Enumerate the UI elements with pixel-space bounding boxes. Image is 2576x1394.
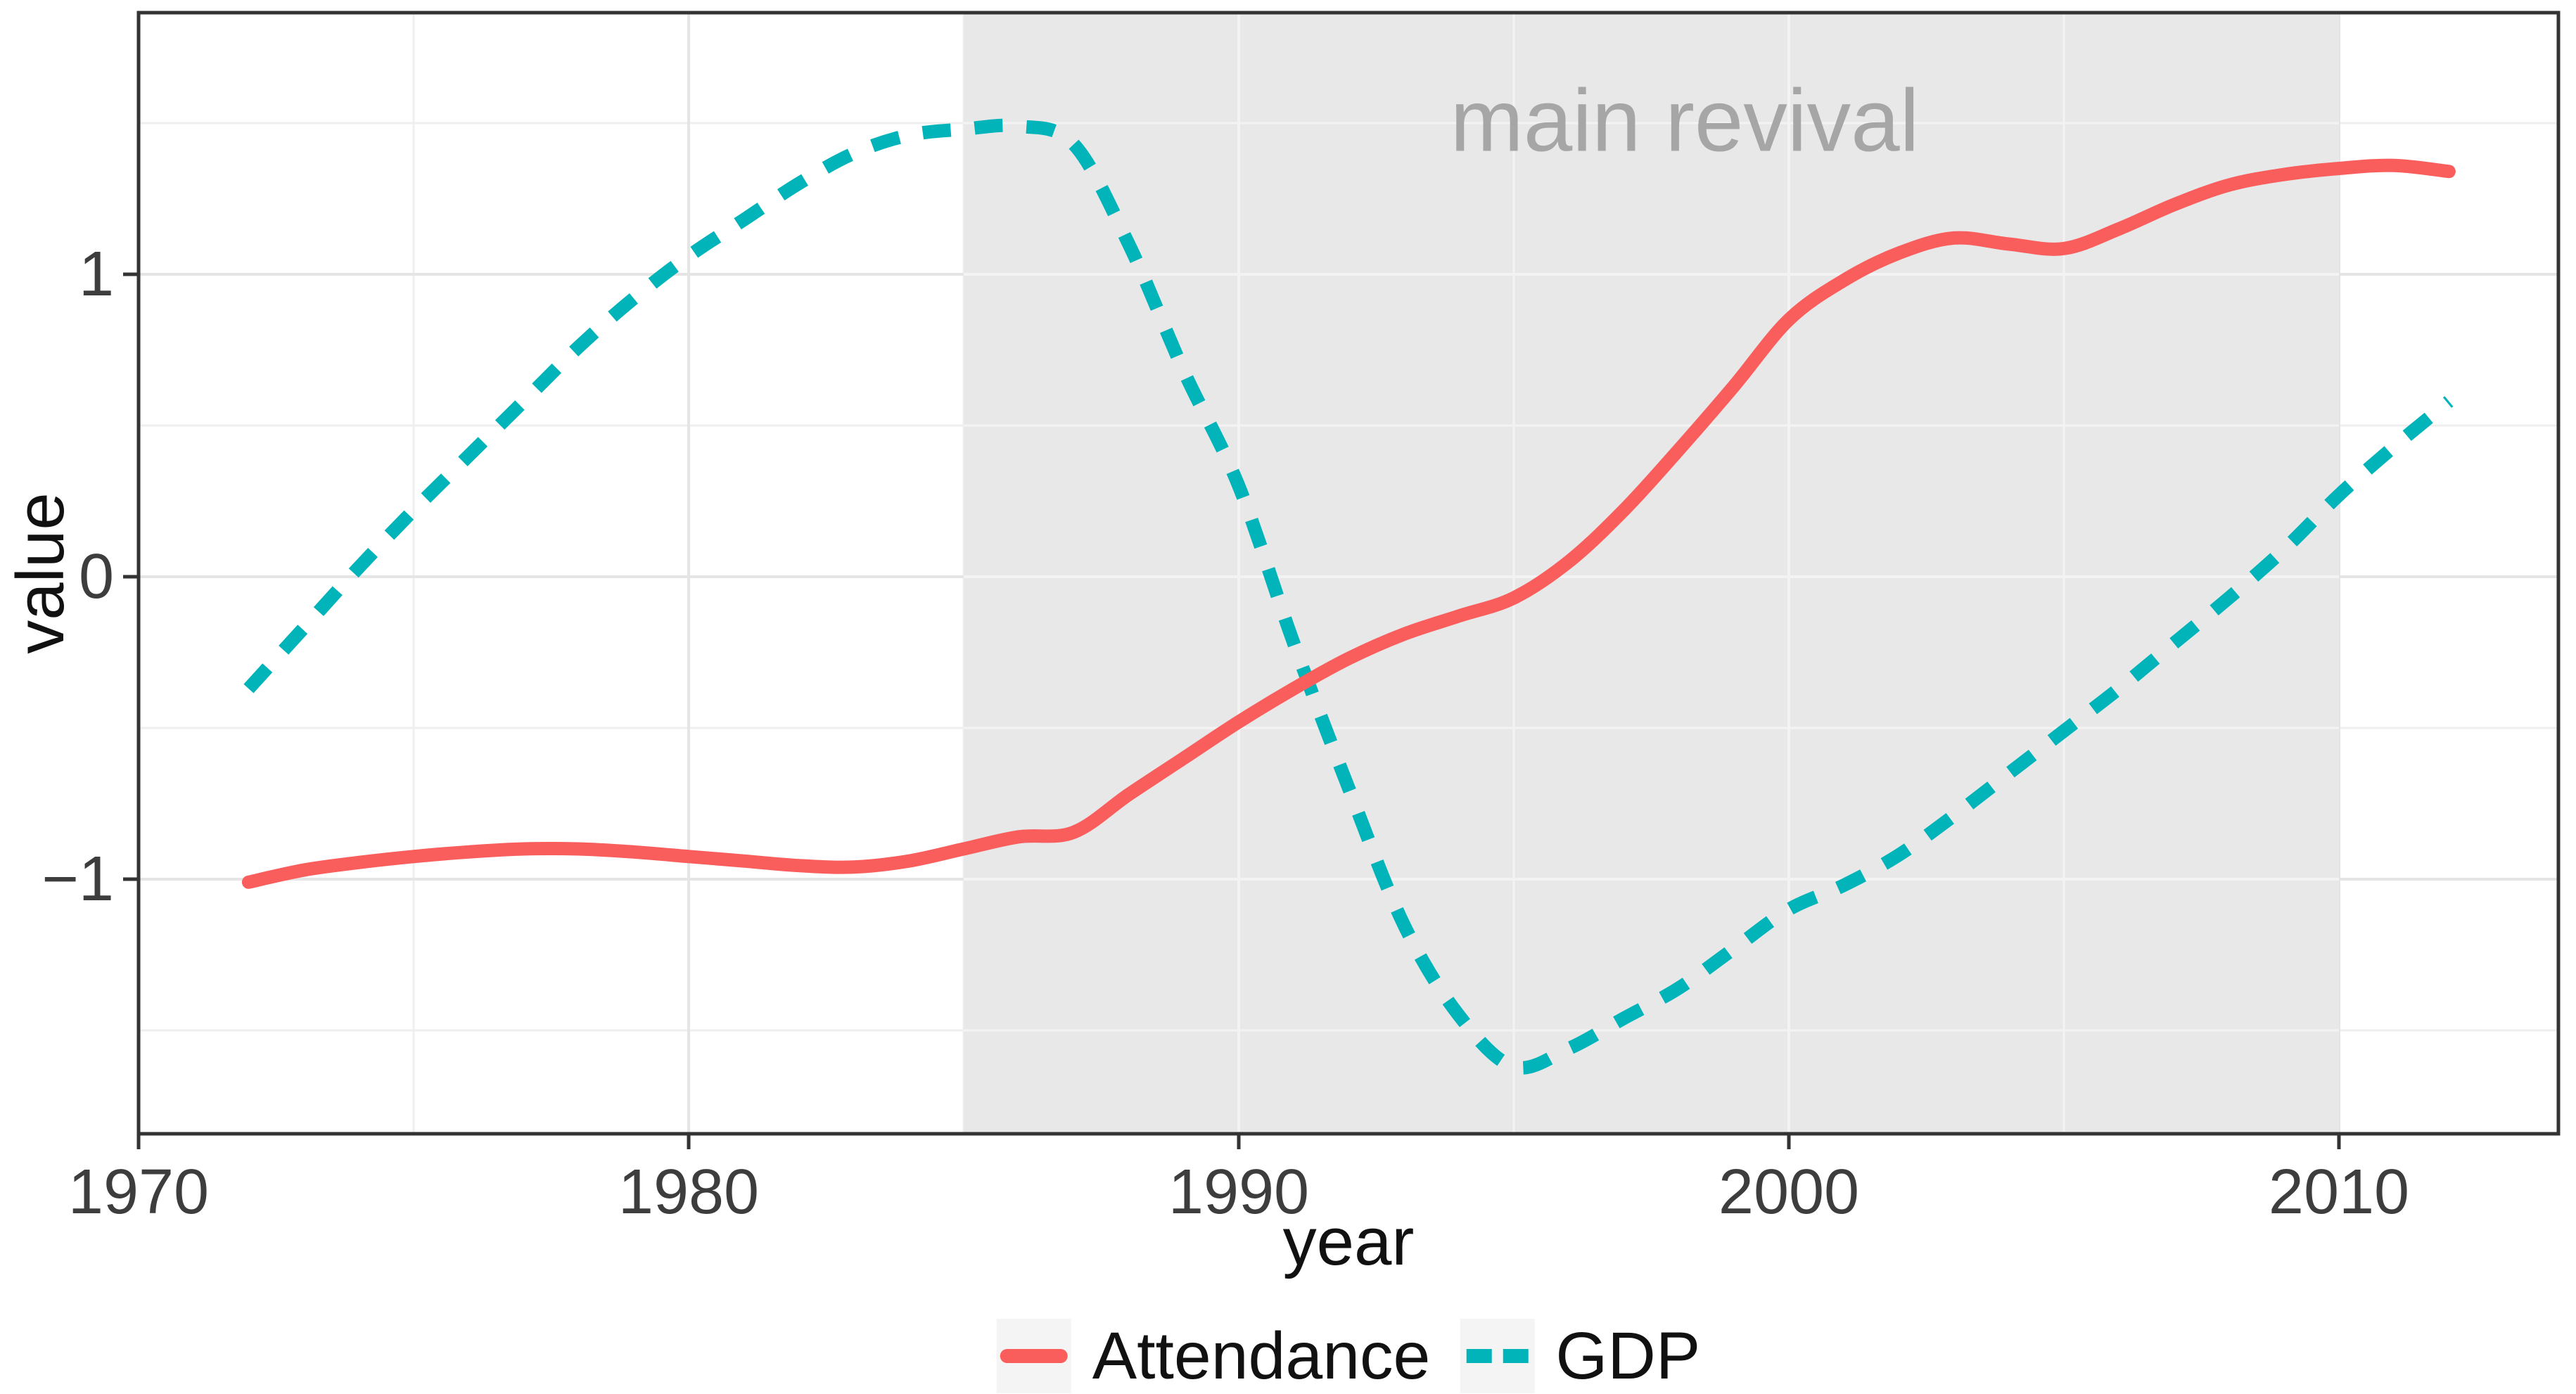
y-axis-title: value <box>3 492 78 654</box>
legend-label-gdp: GDP <box>1555 1318 1701 1393</box>
x-tick-label-2010: 2010 <box>2268 1157 2410 1227</box>
x-tick-label-1970: 1970 <box>68 1157 210 1227</box>
annotation-main-revival: main revival <box>1450 72 1920 170</box>
legend-item-attendance: Attendance <box>996 1318 1431 1393</box>
x-axis-title: year <box>1282 1204 1415 1279</box>
panel-border <box>136 11 2561 1136</box>
gdp-key-icon <box>1460 1319 1535 1393</box>
legend: Attendance GDP <box>996 1318 1700 1393</box>
y-tick-label-neg1: −1 <box>42 844 114 914</box>
attendance-key-icon <box>996 1319 1071 1393</box>
x-tick-label-1980: 1980 <box>618 1157 760 1227</box>
shaded-region <box>964 13 2339 1134</box>
axis-ticks <box>123 272 2341 1149</box>
legend-label-attendance: Attendance <box>1092 1318 1431 1393</box>
y-tick-label-1: 1 <box>78 239 114 309</box>
gdp-line <box>243 118 2454 1075</box>
y-tick-label-0: 0 <box>78 542 114 612</box>
legend-item-gdp: GDP <box>1460 1319 1700 1393</box>
x-tick-label-2000: 2000 <box>1718 1157 1860 1227</box>
x-tick-label-1990: 1990 <box>1168 1157 1310 1227</box>
in-band-gridlines <box>964 13 2339 1134</box>
attendance-line <box>241 158 2456 889</box>
